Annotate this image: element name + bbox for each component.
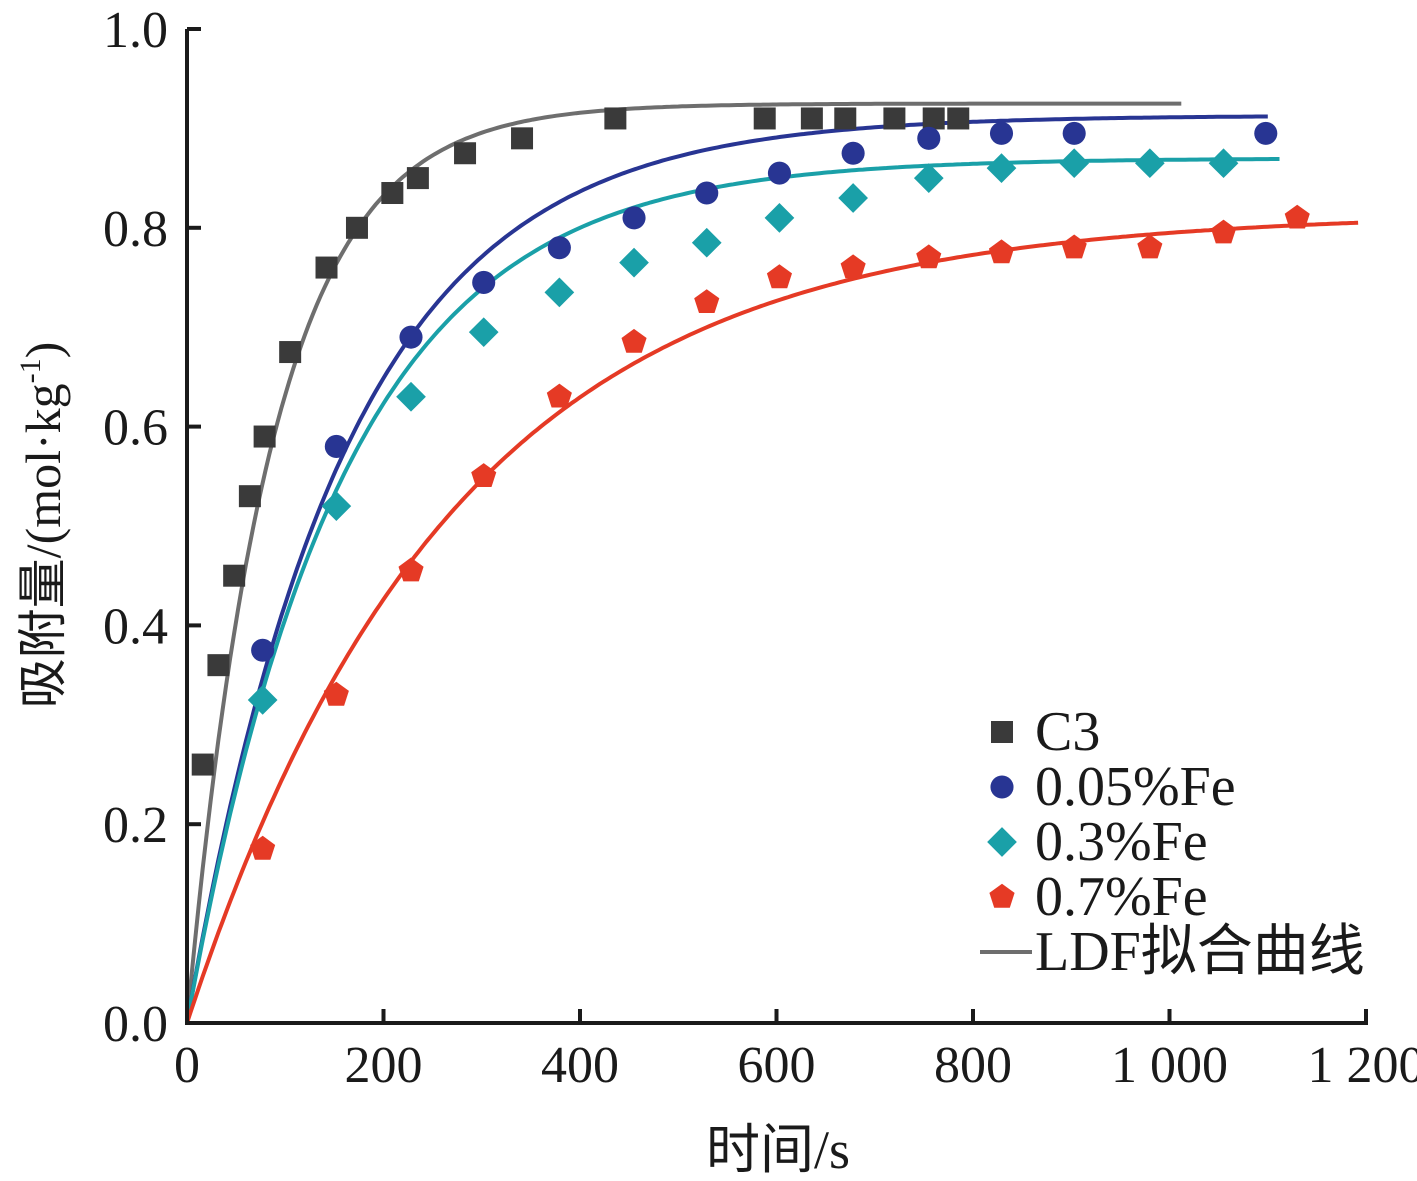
data-point-2 bbox=[622, 206, 646, 230]
fit-curve-2 bbox=[185, 114, 1268, 1024]
x-axis-ticks: 0 200 400 600 800 1 000 1 200 bbox=[174, 1009, 1417, 1094]
data-point-1 bbox=[922, 107, 945, 130]
data-point-2 bbox=[251, 638, 275, 662]
data-point-2 bbox=[841, 141, 865, 165]
data-point-3 bbox=[1135, 148, 1165, 179]
data-point-4 bbox=[323, 681, 349, 706]
data-point-4 bbox=[546, 383, 572, 408]
data-point-4 bbox=[1061, 234, 1087, 259]
data-point-2 bbox=[695, 181, 719, 205]
data-point-1 bbox=[279, 341, 302, 364]
data-point-3 bbox=[986, 153, 1017, 184]
data-point-1 bbox=[315, 256, 338, 279]
x-tick-label: 800 bbox=[934, 1037, 1012, 1094]
fit-curve-1 bbox=[185, 101, 1182, 1024]
fit-curves bbox=[185, 101, 1359, 1024]
x-tick-label: 0 bbox=[174, 1037, 200, 1094]
data-point-1 bbox=[834, 107, 857, 130]
fit-curve-4 bbox=[185, 220, 1359, 1024]
data-point-4 bbox=[1211, 219, 1237, 244]
legend-label-1: C3 bbox=[1035, 701, 1100, 763]
data-point-2 bbox=[917, 126, 941, 150]
data-point-1 bbox=[253, 425, 276, 448]
data-point-1 bbox=[381, 182, 404, 205]
y-tick-label: 0.4 bbox=[103, 598, 168, 655]
data-point-2 bbox=[324, 434, 348, 459]
data-point-1 bbox=[454, 142, 477, 165]
y-tick-label: 0.2 bbox=[103, 797, 168, 854]
legend-marker-3 bbox=[987, 827, 1017, 857]
data-point-1 bbox=[800, 107, 823, 130]
data-point-3 bbox=[1208, 148, 1239, 179]
data-point-1 bbox=[511, 127, 534, 150]
data-point-1 bbox=[223, 564, 246, 587]
x-tick-label: 200 bbox=[345, 1037, 423, 1094]
data-point-3 bbox=[838, 183, 868, 213]
x-tick-label: 1 000 bbox=[1111, 1037, 1228, 1094]
legend-fit-label: LDF拟合曲线 bbox=[1035, 921, 1365, 983]
legend-label-2: 0.05%Fe bbox=[1035, 756, 1236, 818]
data-point-4 bbox=[840, 254, 866, 279]
data-point-2 bbox=[399, 325, 423, 349]
data-point-1 bbox=[947, 107, 970, 130]
data-point-1 bbox=[883, 107, 906, 130]
y-tick-label: 0.8 bbox=[103, 201, 168, 258]
legend-marker-4 bbox=[989, 883, 1015, 908]
data-point-1 bbox=[406, 167, 429, 190]
data-point-3 bbox=[247, 685, 278, 715]
y-tick-label: 0.6 bbox=[103, 400, 168, 457]
y-axis-ticks: 0.0 0.2 0.4 0.6 0.8 1.0 bbox=[103, 2, 201, 1053]
data-point-3 bbox=[619, 247, 649, 278]
y-axis-title-group: 吸附量/(mol·kg-1) bbox=[14, 342, 71, 709]
data-point-2 bbox=[1062, 121, 1086, 145]
data-point-1 bbox=[753, 107, 776, 130]
y-axis-title-close: ) bbox=[15, 342, 71, 359]
x-axis-title: 时间/s bbox=[706, 1120, 850, 1180]
data-point-3 bbox=[468, 317, 499, 348]
data-points bbox=[191, 107, 1310, 860]
data-point-1 bbox=[191, 753, 214, 776]
legend-marker-2 bbox=[990, 775, 1014, 799]
data-point-3 bbox=[764, 203, 795, 233]
data-point-4 bbox=[250, 835, 276, 860]
legend-label-3: 0.3%Fe bbox=[1035, 811, 1208, 873]
x-tick-label: 400 bbox=[541, 1037, 619, 1094]
data-point-4 bbox=[621, 328, 647, 353]
data-point-1 bbox=[345, 216, 368, 239]
data-point-2 bbox=[767, 161, 791, 185]
data-point-3 bbox=[691, 227, 722, 258]
data-point-4 bbox=[1137, 234, 1163, 259]
legend-marker-1 bbox=[991, 721, 1013, 743]
data-point-3 bbox=[1059, 148, 1090, 179]
data-point-3 bbox=[396, 381, 426, 412]
fit-curve-3 bbox=[185, 157, 1280, 1024]
data-point-1 bbox=[238, 485, 261, 508]
data-point-1 bbox=[207, 654, 230, 677]
data-point-3 bbox=[913, 163, 944, 193]
data-point-2 bbox=[1254, 121, 1278, 145]
data-point-1 bbox=[604, 107, 627, 130]
data-point-3 bbox=[321, 491, 352, 521]
x-tick-label: 1 200 bbox=[1308, 1037, 1417, 1094]
data-point-4 bbox=[916, 244, 942, 269]
y-tick-label: 0.0 bbox=[103, 996, 168, 1053]
y-axis-title: 吸附量/(mol·kg-1) bbox=[14, 342, 71, 709]
y-axis-title-superscript: -1 bbox=[14, 358, 47, 383]
data-point-2 bbox=[547, 236, 571, 260]
data-point-4 bbox=[398, 557, 424, 582]
y-axis-title-main: 吸附量/(mol·kg bbox=[15, 383, 71, 708]
data-point-4 bbox=[694, 289, 720, 313]
data-point-3 bbox=[544, 277, 575, 308]
data-point-2 bbox=[989, 121, 1014, 145]
data-point-4 bbox=[1284, 204, 1310, 229]
data-point-2 bbox=[472, 270, 496, 295]
y-tick-label: 1.0 bbox=[103, 2, 168, 59]
legend-label-4: 0.7%Fe bbox=[1035, 866, 1208, 928]
data-point-4 bbox=[471, 463, 497, 487]
x-tick-label: 600 bbox=[738, 1037, 816, 1094]
data-point-4 bbox=[766, 264, 792, 289]
data-point-4 bbox=[988, 239, 1014, 264]
